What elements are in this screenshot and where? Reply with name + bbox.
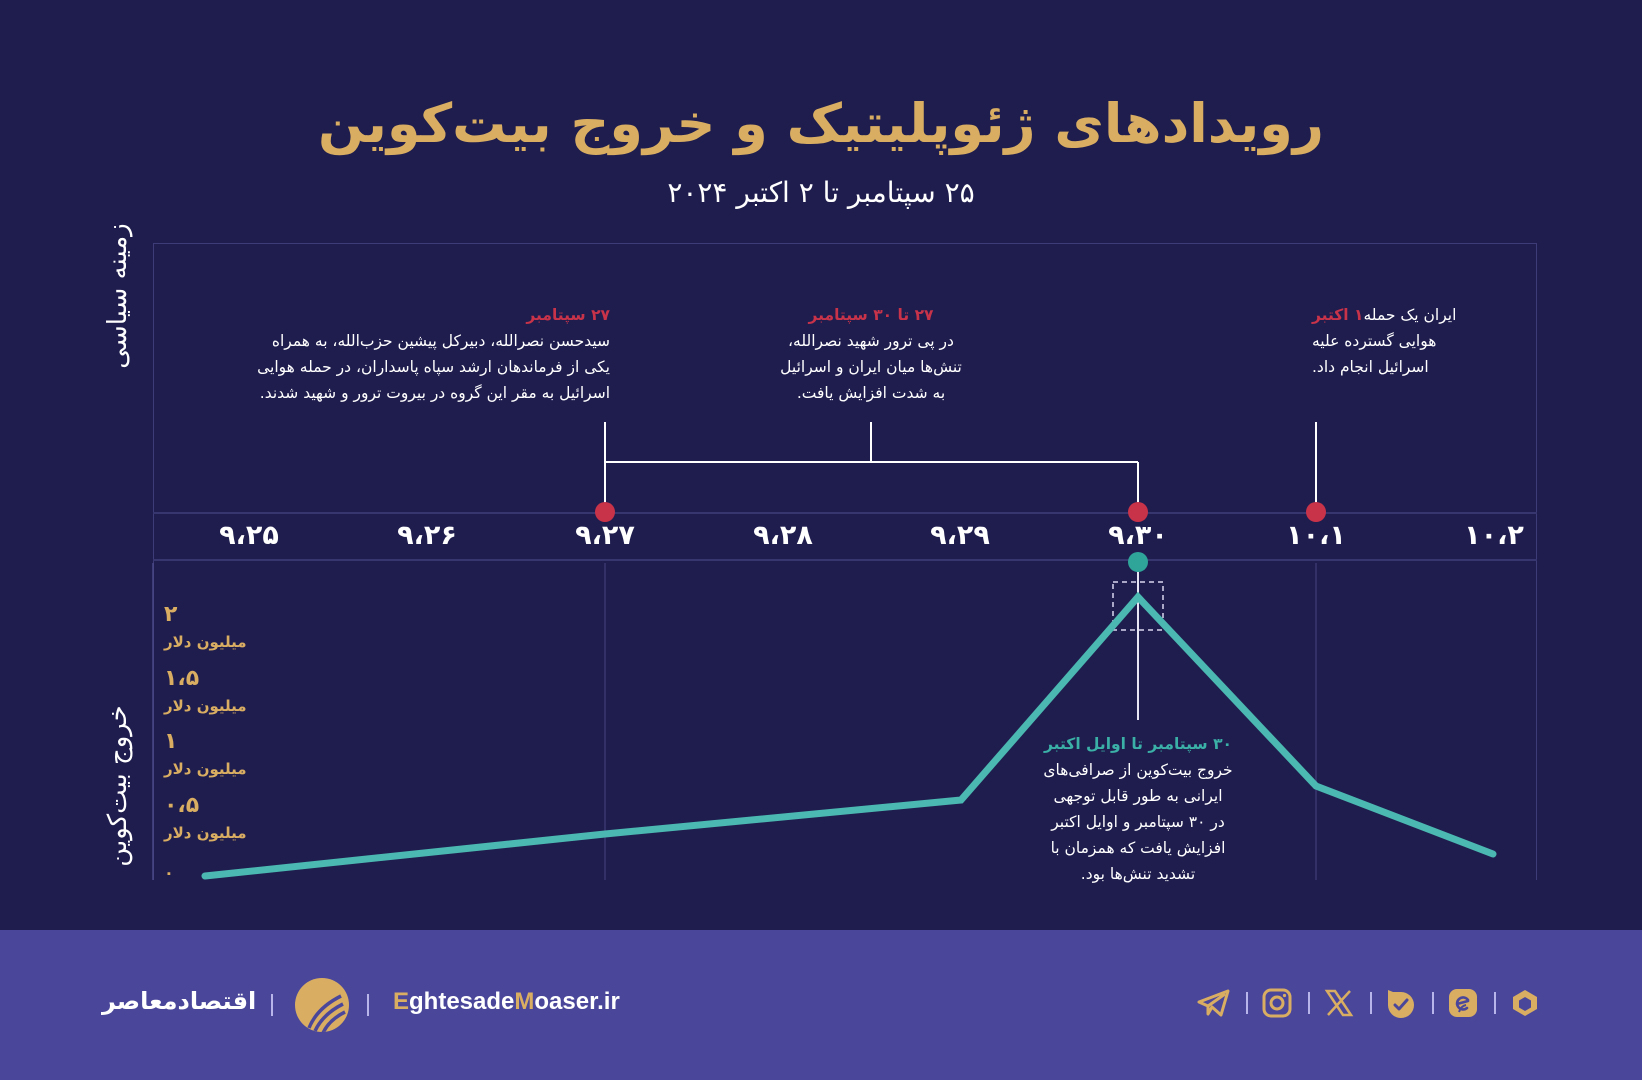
timeline-axis-band — [153, 512, 1537, 561]
event-text-line: یکی از فرماندهان ارشد سپاه پاسداران، در … — [257, 358, 610, 376]
website-link[interactable]: EghtesadeMoaser.ir — [393, 988, 620, 1015]
event-text-line: ایران یک حمله — [1363, 306, 1457, 324]
page-subtitle: ۲۵ سپتامبر تا ۲ اکتبر ۲۰۲۴ — [667, 176, 975, 209]
divider — [1432, 992, 1434, 1014]
event-dot-10-1 — [1306, 502, 1326, 522]
event-text-line: سیدحسن نصرالله، دبیرکل پیشین حزب‌الله، ب… — [271, 332, 610, 350]
annotation-line: خروج بیت‌کوین از صرافی‌های — [1043, 761, 1233, 779]
x-tick: ۹،۲۶ — [397, 520, 457, 551]
event-text-line: در پی ترور شهید نصرالله، — [788, 332, 954, 350]
divider — [271, 994, 273, 1016]
annotation-line: تشدید تنش‌ها بود. — [1080, 865, 1196, 883]
event-text-line: به شدت افزایش یافت. — [796, 384, 946, 402]
y-tick-1-5m: ۱،۵ میلیون دلار — [164, 666, 247, 715]
x-tick: ۹،۳۰ — [1108, 520, 1168, 551]
x-tick: ۱۰،۱ — [1286, 520, 1346, 551]
annotation-line: ایرانی به طور قابل توجهی — [1053, 787, 1223, 805]
event-text-line: اسرائیل به مقر این گروه در بیروت ترور و … — [259, 384, 610, 402]
y-tick-0: ۰ — [164, 863, 174, 882]
divider — [1370, 992, 1372, 1014]
x-icon[interactable] — [1321, 985, 1357, 1021]
peak-highlight-box — [1112, 581, 1164, 631]
event-10-1: ۱ اکتبر ایران یک حمله هوایی گسترده علیه … — [1312, 302, 1487, 380]
rubika-icon[interactable] — [1507, 985, 1543, 1021]
event-dot-9-27 — [595, 502, 615, 522]
x-tick: ۹،۲۷ — [575, 520, 635, 551]
x-tick: ۹،۲۸ — [753, 520, 813, 551]
event-text-line: اسرائیل انجام داد. — [1312, 358, 1429, 376]
divider — [1308, 992, 1310, 1014]
event-9-27: ۲۷ سپتامبر سیدحسن نصرالله، دبیرکل پیشین … — [257, 302, 610, 406]
brand-logo-icon — [295, 978, 349, 1032]
divider — [1494, 992, 1496, 1014]
chart-frame — [153, 243, 1537, 880]
x-tick: ۹،۲۵ — [219, 520, 279, 551]
event-text-line: تنش‌ها میان ایران و اسرائیل — [780, 358, 962, 376]
highlight-annotation: ۳۰ سپتامبر تا اوایل اکتبر خروج بیت‌کوین … — [1018, 731, 1258, 887]
btc-outflow-line — [201, 591, 1497, 880]
annotation-line: در ۳۰ سپتامبر و اوایل اکتبر — [1051, 813, 1225, 831]
divider — [1246, 992, 1248, 1014]
highlight-dot-9-30 — [1128, 552, 1148, 572]
event-date: ۲۷ سپتامبر — [526, 306, 610, 324]
eitaa-icon[interactable] — [1445, 985, 1481, 1021]
y-tick-2m: ۲ میلیون دلار — [164, 602, 247, 651]
annotation-line: افزایش یافت که همزمان با — [1050, 839, 1226, 857]
y-tick-1m: ۱ میلیون دلار — [164, 729, 247, 778]
annotation-date: ۳۰ سپتامبر تا اوایل اکتبر — [1044, 735, 1232, 753]
telegram-icon[interactable] — [1196, 985, 1232, 1021]
x-tick: ۱۰،۲ — [1464, 520, 1524, 551]
x-tick: ۹،۲۹ — [930, 520, 990, 551]
divider — [367, 994, 369, 1016]
event-text-line: هوایی گسترده علیه — [1312, 332, 1437, 350]
brand-name-fa: اقتصادمعاصر — [102, 987, 257, 1015]
page-title: رویدادهای ژئوپلیتیک و خروج بیت‌کوین — [318, 92, 1325, 155]
footer — [0, 930, 1642, 1080]
event-9-27-to-9-30: ۲۷ تا ۳۰ سپتامبر در پی ترور شهید نصرالله… — [741, 302, 1001, 406]
instagram-icon[interactable] — [1259, 985, 1295, 1021]
event-date: ۲۷ تا ۳۰ سپتامبر — [808, 306, 934, 324]
bale-icon[interactable] — [1383, 985, 1419, 1021]
y-tick-0-5m: ۰،۵ میلیون دلار — [164, 793, 247, 842]
event-dot-9-30 — [1128, 502, 1148, 522]
